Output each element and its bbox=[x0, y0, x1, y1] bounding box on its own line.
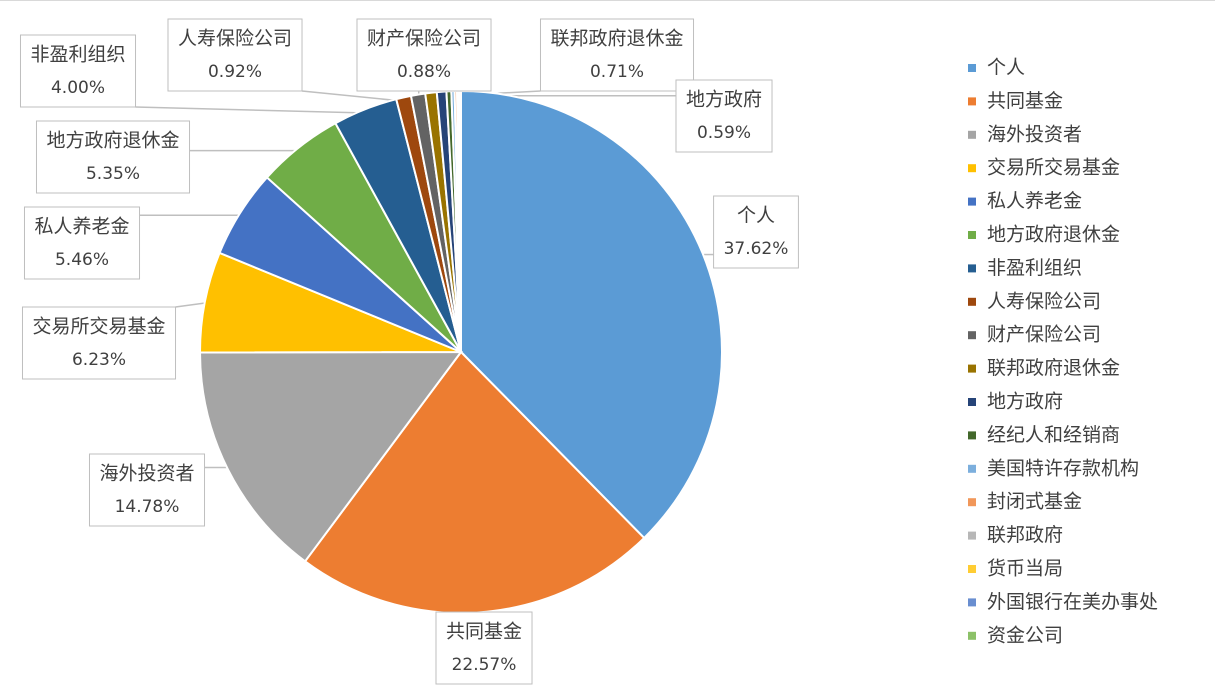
data-label-box bbox=[675, 79, 773, 153]
legend-label: 交易所交易基金 bbox=[987, 157, 1120, 179]
data-label-name: 交易所交易基金 bbox=[32, 316, 165, 338]
legend-label: 人寿保险公司 bbox=[987, 290, 1101, 312]
legend-label: 美国特许存款机构 bbox=[987, 457, 1139, 479]
pie-slice bbox=[198, 350, 463, 563]
legend-label: 外国银行在美办事处 bbox=[987, 591, 1158, 613]
legend-label: 联邦政府退休金 bbox=[987, 357, 1120, 379]
data-label-name: 财产保险公司 bbox=[367, 28, 481, 50]
legend-marker bbox=[968, 498, 976, 507]
data-label-value: 0.59% bbox=[697, 123, 751, 143]
legend-marker bbox=[968, 64, 976, 72]
data-label: 人寿保险公司 0.92% bbox=[167, 18, 303, 92]
data-label-name: 非盈利组织 bbox=[30, 44, 125, 66]
data-label-box bbox=[88, 453, 206, 527]
legend-marker bbox=[968, 264, 976, 273]
legend-label: 财产保险公司 bbox=[987, 324, 1101, 346]
data-label: 共同基金 22.57% bbox=[435, 611, 533, 685]
legend-marker bbox=[968, 164, 976, 173]
data-label-value: 4.00% bbox=[51, 78, 105, 98]
legend-label: 地方政府退休金 bbox=[987, 224, 1120, 246]
data-label: 个人 37.62% bbox=[713, 195, 799, 269]
legend-marker bbox=[968, 531, 976, 540]
data-label-box bbox=[35, 120, 191, 194]
data-label-box bbox=[19, 34, 137, 108]
data-label-name: 人寿保险公司 bbox=[178, 28, 292, 50]
data-label-name: 私人养老金 bbox=[34, 216, 129, 238]
data-label-box bbox=[21, 306, 177, 380]
legend-marker bbox=[968, 331, 976, 340]
data-label: 地方政府退休金 5.35% bbox=[35, 120, 191, 194]
legend-label: 货币当局 bbox=[987, 558, 1063, 580]
data-label-box bbox=[713, 195, 799, 269]
data-label: 财产保险公司 0.88% bbox=[356, 18, 492, 92]
data-label-value: 0.88% bbox=[397, 62, 451, 82]
legend-marker bbox=[968, 431, 976, 440]
legend-label: 海外投资者 bbox=[987, 123, 1082, 145]
data-label-value: 0.92% bbox=[208, 62, 262, 82]
data-label-value: 22.57% bbox=[452, 655, 517, 675]
data-label: 海外投资者 14.78% bbox=[88, 453, 206, 527]
legend-marker bbox=[968, 130, 976, 139]
data-label-box bbox=[167, 18, 303, 92]
legend-marker bbox=[968, 97, 976, 106]
data-label-name: 联邦政府退休金 bbox=[550, 28, 683, 50]
leader-line bbox=[301, 90, 405, 103]
legend-marker bbox=[968, 598, 976, 607]
data-label-box bbox=[356, 18, 492, 92]
leader-line bbox=[135, 106, 367, 114]
data-label-value: 37.62% bbox=[724, 239, 789, 259]
legend-label: 封闭式基金 bbox=[987, 491, 1082, 513]
data-label: 非盈利组织 4.00% bbox=[19, 34, 137, 108]
data-label-value: 14.78% bbox=[115, 497, 180, 517]
data-label: 地方政府 0.59% bbox=[675, 79, 773, 153]
data-label-box bbox=[23, 206, 141, 280]
data-label-box bbox=[435, 611, 533, 685]
data-label-value: 5.46% bbox=[55, 250, 109, 270]
data-label-value: 0.71% bbox=[590, 62, 644, 82]
legend-marker bbox=[968, 297, 976, 306]
legend-marker bbox=[968, 565, 976, 573]
data-label-name: 共同基金 bbox=[446, 621, 522, 643]
data-label-value: 5.35% bbox=[86, 164, 140, 184]
legend-marker bbox=[968, 398, 976, 406]
legend-label: 联邦政府 bbox=[987, 524, 1063, 546]
legend-label: 个人 bbox=[987, 57, 1025, 79]
data-label-name: 海外投资者 bbox=[99, 463, 194, 485]
data-label-box bbox=[539, 18, 695, 92]
legend-label: 私人养老金 bbox=[987, 190, 1082, 212]
leader-line bbox=[175, 301, 209, 308]
data-label: 私人养老金 5.46% bbox=[23, 206, 141, 280]
legend-marker bbox=[968, 197, 976, 206]
legend-label: 共同基金 bbox=[987, 90, 1063, 112]
data-label: 交易所交易基金 6.23% bbox=[21, 306, 177, 380]
data-label-name: 个人 bbox=[737, 205, 775, 227]
legend-label: 非盈利组织 bbox=[987, 257, 1082, 279]
pie-slice bbox=[460, 89, 723, 540]
legend-label: 资金公司 bbox=[987, 624, 1063, 646]
legend-marker bbox=[968, 364, 976, 373]
data-label-value: 6.23% bbox=[72, 350, 126, 370]
data-label-name: 地方政府 bbox=[686, 89, 762, 111]
legend-marker bbox=[968, 631, 976, 640]
legend-label: 经纪人和经销商 bbox=[987, 424, 1120, 446]
legend-marker bbox=[968, 231, 976, 239]
legend-marker bbox=[968, 464, 976, 473]
data-label: 联邦政府退休金 0.71% bbox=[539, 18, 695, 92]
legend-label: 地方政府 bbox=[987, 391, 1063, 413]
data-label-name: 地方政府退休金 bbox=[46, 130, 179, 152]
